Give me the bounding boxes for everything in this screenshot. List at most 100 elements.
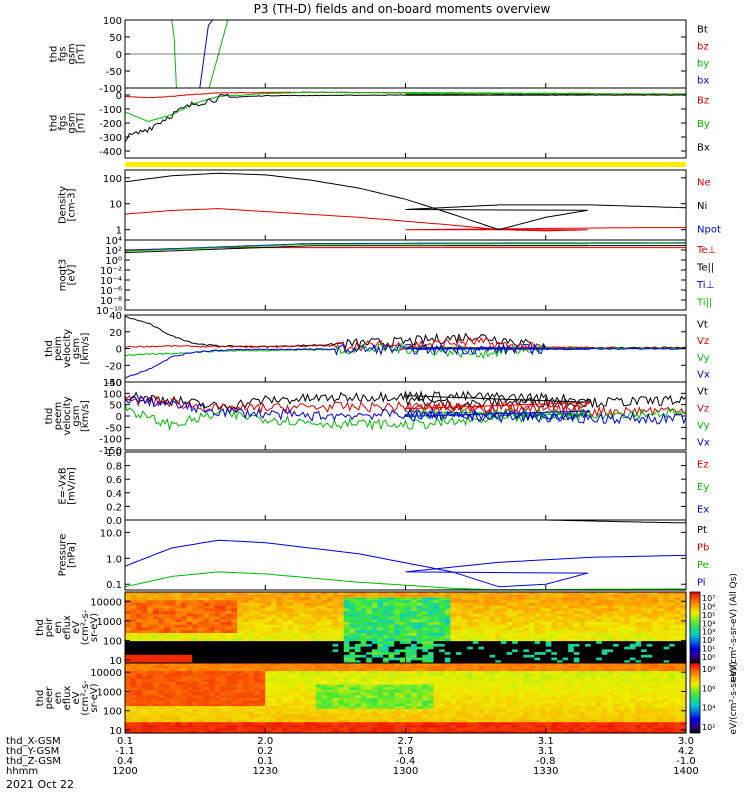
panel-peir-spectrogram-cell bbox=[568, 613, 575, 618]
panel-peir-spectrogram-cell bbox=[181, 630, 188, 634]
panel-peer-spectrogram-cell bbox=[427, 716, 435, 721]
panel-peir-spectrogram-cell bbox=[197, 624, 205, 629]
panel-peir-spectrogram-cell bbox=[214, 641, 221, 645]
panel-peir-spectrogram-cell bbox=[377, 657, 384, 661]
panel-peer-spectrogram-cell bbox=[371, 692, 379, 696]
panel-peir-spectrogram-cell bbox=[141, 649, 149, 653]
panel-peir-spectrogram-cell bbox=[512, 657, 519, 661]
panel-peir-spectrogram-cell bbox=[669, 608, 676, 612]
panel-peir-spectrogram-cell bbox=[231, 649, 238, 653]
panel-peir-spectrogram-cell bbox=[657, 652, 665, 656]
panel-peir-spectrogram-cell bbox=[371, 627, 379, 631]
panel-peer-spectrogram-cell bbox=[540, 724, 547, 729]
panel-peir-spectrogram-cell bbox=[254, 594, 261, 599]
panel-peer-spectrogram-cell bbox=[444, 724, 451, 729]
panel-peer-spectrogram-cell bbox=[467, 684, 474, 688]
panel-peir-spectrogram-cell bbox=[231, 592, 238, 596]
panel-peer-spectrogram-cell bbox=[321, 687, 328, 691]
panel-peer-spectrogram-cell bbox=[332, 684, 339, 688]
panel-peir-spectrogram-cell bbox=[433, 619, 440, 623]
panel-peer-spectrogram-cell bbox=[500, 676, 508, 680]
panel-peer-spectrogram-cell bbox=[472, 668, 480, 672]
panel-peer-spectrogram-cell bbox=[220, 719, 227, 723]
panel-peer-spectrogram-cell bbox=[141, 703, 149, 707]
panel-peer-spectrogram-cell bbox=[394, 730, 401, 734]
panel-peir-spectrogram-cell bbox=[209, 613, 216, 618]
panel-peir-spectrogram-cell bbox=[366, 594, 373, 599]
panel-peer-spectrogram-cell bbox=[231, 689, 238, 694]
panel-peer-spectrogram-cell bbox=[534, 681, 541, 686]
panel-peir-spectrogram-cell bbox=[439, 641, 446, 645]
panel-peir-spectrogram-cell bbox=[635, 594, 642, 599]
panel-peir-spectrogram-cell bbox=[427, 643, 435, 648]
panel-peir-spectrogram-cell bbox=[528, 611, 536, 615]
panel-peir-spectrogram-cell bbox=[276, 608, 283, 612]
panel-peer-spectrogram-cell bbox=[366, 716, 373, 721]
panel-peer-spectrogram-cell bbox=[169, 687, 177, 691]
panel-peir-spectrogram-cell bbox=[254, 616, 261, 620]
panel-peir-spectrogram-cell bbox=[562, 619, 569, 623]
panel-peer-spectrogram-cell bbox=[512, 730, 519, 734]
panel-peir-spectrogram-cell bbox=[439, 616, 446, 620]
panel-peir-spectrogram-cell bbox=[248, 608, 255, 612]
panel-peim-velocity-ytick-label: 20 bbox=[109, 328, 122, 339]
panel-peer-spectrogram-cell bbox=[355, 708, 362, 713]
panel-peir-spectrogram-cell bbox=[298, 605, 306, 609]
panel-peir-spectrogram-cell bbox=[237, 613, 244, 618]
panel-peir-spectrogram-cell bbox=[326, 611, 334, 615]
panel-peer-spectrogram-cell bbox=[265, 700, 272, 704]
panel-peer-spectrogram-cell bbox=[310, 700, 317, 704]
panel-peir-spectrogram-cell bbox=[545, 657, 552, 661]
panel-peir-spectrogram-cell bbox=[601, 594, 609, 599]
panel-peir-spectrogram-cell bbox=[388, 660, 395, 664]
panel-peir-spectrogram-cell bbox=[585, 611, 592, 615]
panel-peer-spectrogram-cell bbox=[237, 730, 244, 734]
panel-peer-spectrogram-cell bbox=[136, 716, 143, 721]
panel-peir-spectrogram-cell bbox=[254, 622, 261, 626]
panel-peer-spectrogram-cell bbox=[500, 698, 508, 702]
panel-peer-spectrogram-cell bbox=[282, 708, 289, 713]
panel-peir-spectrogram-cell bbox=[512, 652, 519, 656]
panel-peer-spectrogram-cell bbox=[422, 727, 429, 731]
panel-peer-spectrogram-cell bbox=[231, 681, 238, 686]
panel-peir-spectrogram-cell bbox=[472, 616, 480, 620]
panel-peer-spectrogram-cell bbox=[181, 716, 188, 721]
panel-peir-spectrogram-cell bbox=[489, 592, 496, 596]
panel-peer-spectrogram-cell bbox=[562, 700, 569, 704]
panel-peir-spectrogram-cell bbox=[158, 619, 165, 623]
panel-peir-spectrogram-cell bbox=[265, 635, 272, 640]
panel-temperature-ylabel: [eV] bbox=[67, 265, 78, 286]
panel-peir-spectrogram-cell bbox=[624, 643, 631, 648]
panel-peir-spectrogram-cell bbox=[203, 654, 210, 659]
panel-peer-spectrogram-cell bbox=[158, 673, 165, 678]
panel-peir-spectrogram-cell bbox=[405, 600, 412, 604]
panel-peir-spectrogram-cell bbox=[153, 600, 160, 604]
panel-peer-spectrogram-cell bbox=[158, 692, 165, 696]
panel-peer-spectrogram-cell bbox=[332, 727, 339, 731]
panel-peir-spectrogram-cell bbox=[214, 619, 221, 623]
panel-peir-spectrogram-cell bbox=[321, 646, 328, 650]
panel-peer-spectrogram-cell bbox=[141, 684, 149, 688]
panel-peir-spectrogram-cell bbox=[338, 602, 345, 607]
panel-peer-spectrogram-cell bbox=[433, 676, 440, 680]
panel-peir-spectrogram-cell bbox=[158, 635, 165, 640]
panel-peir-spectrogram-cell bbox=[130, 649, 137, 653]
panel-peer-spectrogram-cell bbox=[203, 689, 210, 694]
panel-peir-spectrogram-cell bbox=[585, 638, 592, 642]
panel-peir-spectrogram-cell bbox=[629, 660, 637, 664]
panel-peir-spectrogram-cell bbox=[287, 649, 294, 653]
panel-peir-spectrogram-cell bbox=[579, 592, 586, 596]
panel-peer-spectrogram-cell bbox=[304, 687, 311, 691]
panel-peer-spectrogram-cell bbox=[394, 716, 401, 721]
panel-peer-spectrogram-cell bbox=[489, 727, 496, 731]
panel-peir-spectrogram-cell bbox=[416, 630, 423, 634]
panel-peir-spectrogram-cell bbox=[220, 622, 227, 626]
panel-peir-spectrogram-cell bbox=[259, 611, 266, 615]
panel-peir-spectrogram-cell bbox=[540, 592, 547, 596]
panel-peer-spectrogram-cell bbox=[130, 679, 137, 683]
panel-peer-spectrogram-cell bbox=[517, 668, 524, 672]
panel-peir-spectrogram-cell bbox=[455, 597, 463, 601]
panel-peir-spectrogram-cell bbox=[399, 630, 407, 634]
panel-peir-spectrogram-cell bbox=[613, 608, 620, 612]
panel-peir-spectrogram-cell bbox=[478, 649, 485, 653]
